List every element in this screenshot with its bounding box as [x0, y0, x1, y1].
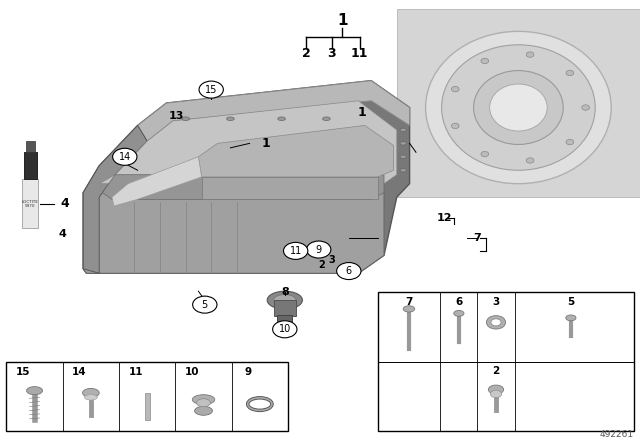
Ellipse shape [274, 295, 296, 306]
Ellipse shape [196, 399, 211, 407]
Ellipse shape [490, 84, 547, 131]
Ellipse shape [278, 117, 285, 121]
Circle shape [273, 321, 297, 338]
Text: 1: 1 [357, 106, 366, 120]
Polygon shape [83, 184, 384, 273]
Ellipse shape [474, 70, 563, 144]
Text: 6: 6 [455, 297, 463, 307]
Bar [6, 362, 288, 431]
Text: 13: 13 [168, 112, 184, 121]
Bar [397, 9, 640, 197]
Ellipse shape [84, 395, 97, 400]
Text: 9: 9 [316, 245, 322, 254]
Ellipse shape [566, 70, 573, 76]
Ellipse shape [481, 58, 489, 64]
Ellipse shape [451, 123, 459, 129]
Ellipse shape [400, 128, 406, 132]
Polygon shape [198, 125, 394, 177]
Ellipse shape [526, 52, 534, 57]
Text: 492261: 492261 [600, 430, 634, 439]
Text: 4: 4 [59, 229, 67, 239]
Text: 3: 3 [327, 47, 336, 60]
Text: 2: 2 [492, 366, 500, 376]
Polygon shape [83, 125, 147, 273]
Ellipse shape [400, 155, 406, 159]
Text: 2: 2 [301, 47, 310, 60]
Text: 11: 11 [351, 47, 369, 60]
Ellipse shape [486, 315, 506, 329]
Text: 7: 7 [405, 297, 413, 307]
Circle shape [284, 242, 308, 259]
Ellipse shape [400, 142, 406, 145]
Ellipse shape [454, 310, 464, 316]
Text: 5: 5 [567, 297, 575, 307]
Ellipse shape [193, 395, 215, 405]
Text: 8: 8 [281, 287, 289, 297]
Text: 6: 6 [346, 266, 352, 276]
Ellipse shape [195, 406, 212, 415]
Text: 11: 11 [289, 246, 302, 256]
Ellipse shape [403, 306, 415, 312]
Bar [145, 393, 150, 420]
Ellipse shape [227, 117, 234, 121]
Text: 10: 10 [185, 367, 199, 377]
Bar [274, 300, 296, 316]
Circle shape [199, 81, 223, 98]
Ellipse shape [426, 31, 611, 184]
Ellipse shape [582, 105, 589, 110]
Ellipse shape [490, 390, 502, 398]
Ellipse shape [83, 388, 99, 397]
Ellipse shape [268, 291, 303, 309]
Ellipse shape [27, 387, 42, 395]
Polygon shape [83, 81, 410, 273]
Text: 9: 9 [244, 367, 252, 377]
Polygon shape [202, 177, 378, 199]
Circle shape [193, 296, 217, 313]
Text: 15: 15 [205, 85, 218, 95]
Bar [24, 152, 37, 179]
Bar [279, 328, 291, 335]
Polygon shape [102, 175, 384, 199]
Text: 15: 15 [16, 367, 30, 377]
Ellipse shape [566, 315, 576, 321]
Circle shape [337, 263, 361, 280]
Ellipse shape [182, 117, 189, 121]
Text: 10: 10 [278, 324, 291, 334]
Polygon shape [138, 81, 410, 141]
Text: 14: 14 [72, 367, 86, 377]
Ellipse shape [400, 168, 406, 172]
Polygon shape [112, 157, 202, 206]
Text: 2: 2 [318, 260, 324, 270]
Text: 3: 3 [328, 255, 335, 265]
Ellipse shape [566, 139, 573, 145]
Text: 3: 3 [492, 297, 500, 307]
Ellipse shape [491, 319, 501, 326]
Circle shape [307, 241, 331, 258]
Bar [22, 179, 38, 228]
Circle shape [113, 148, 137, 165]
Text: 4: 4 [61, 197, 70, 211]
Bar [277, 315, 292, 329]
Ellipse shape [488, 385, 504, 394]
Text: 5: 5 [202, 300, 208, 310]
Bar [378, 292, 634, 431]
Bar [26, 141, 35, 152]
Text: 14: 14 [118, 152, 131, 162]
Ellipse shape [442, 45, 595, 170]
Text: 12: 12 [437, 213, 452, 223]
Ellipse shape [526, 158, 534, 163]
Text: LOCTITE
5970: LOCTITE 5970 [22, 199, 38, 208]
Text: 1: 1 [261, 137, 270, 150]
Polygon shape [99, 101, 397, 184]
Ellipse shape [481, 151, 489, 157]
Ellipse shape [323, 117, 330, 121]
Text: 1: 1 [337, 13, 348, 28]
Ellipse shape [451, 86, 459, 92]
Text: 7: 7 [473, 233, 481, 243]
Text: 11: 11 [129, 367, 143, 377]
